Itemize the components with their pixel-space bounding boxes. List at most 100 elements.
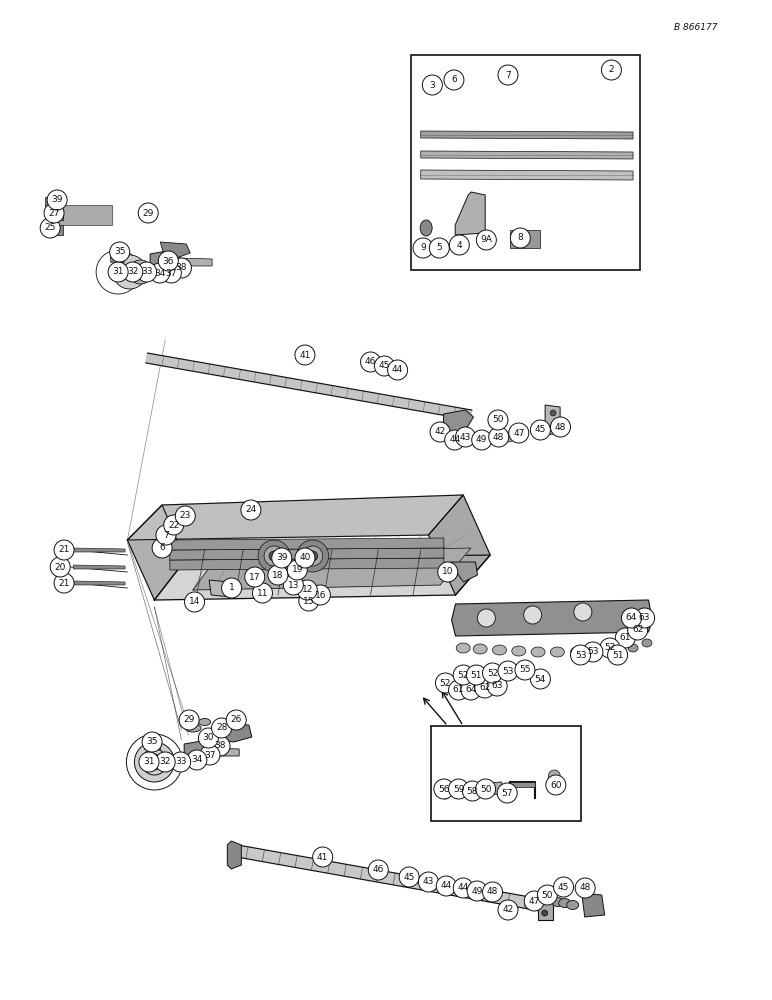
Circle shape xyxy=(388,360,408,380)
Circle shape xyxy=(54,540,74,560)
Text: 63: 63 xyxy=(492,682,503,690)
Text: 62: 62 xyxy=(479,684,490,692)
Ellipse shape xyxy=(642,639,652,647)
Circle shape xyxy=(268,565,288,585)
Text: 32: 32 xyxy=(127,267,138,276)
Circle shape xyxy=(156,525,176,545)
Text: 6: 6 xyxy=(159,544,165,552)
Circle shape xyxy=(453,878,473,898)
Text: 44: 44 xyxy=(392,365,403,374)
Circle shape xyxy=(96,250,140,294)
Circle shape xyxy=(361,352,381,372)
Text: 31: 31 xyxy=(113,267,124,276)
Circle shape xyxy=(152,538,172,558)
Circle shape xyxy=(444,70,464,90)
Circle shape xyxy=(445,430,465,450)
Ellipse shape xyxy=(456,782,466,796)
Circle shape xyxy=(138,203,158,223)
Circle shape xyxy=(628,620,648,640)
Polygon shape xyxy=(451,562,477,582)
Text: 53: 53 xyxy=(575,650,586,660)
Circle shape xyxy=(137,262,157,282)
Text: 7: 7 xyxy=(163,530,169,540)
Text: 22: 22 xyxy=(168,520,179,530)
Text: 21: 21 xyxy=(59,578,69,587)
Circle shape xyxy=(313,847,333,867)
Circle shape xyxy=(187,750,207,770)
Circle shape xyxy=(498,661,518,681)
Polygon shape xyxy=(537,890,553,920)
Text: 20: 20 xyxy=(55,562,66,572)
Circle shape xyxy=(476,779,496,799)
Text: 19: 19 xyxy=(292,566,303,574)
Text: 45: 45 xyxy=(558,882,569,892)
Circle shape xyxy=(466,665,486,685)
Text: 8: 8 xyxy=(517,233,523,242)
Text: 37: 37 xyxy=(205,750,215,760)
Circle shape xyxy=(179,710,199,730)
Text: 38: 38 xyxy=(215,742,225,750)
Circle shape xyxy=(449,680,469,700)
Text: 36: 36 xyxy=(163,256,174,265)
Circle shape xyxy=(574,603,592,621)
Text: 43: 43 xyxy=(423,878,434,886)
Polygon shape xyxy=(227,841,242,869)
Circle shape xyxy=(308,551,317,561)
Text: 48: 48 xyxy=(487,888,498,896)
Circle shape xyxy=(142,732,162,752)
Text: 47: 47 xyxy=(513,428,524,438)
Text: 58: 58 xyxy=(467,786,478,796)
Text: 62: 62 xyxy=(632,626,643,635)
Text: 50: 50 xyxy=(493,416,503,424)
Circle shape xyxy=(299,591,319,611)
Circle shape xyxy=(475,678,495,698)
Circle shape xyxy=(488,410,508,430)
Text: 39: 39 xyxy=(276,554,287,562)
Circle shape xyxy=(554,877,574,897)
Text: 32: 32 xyxy=(160,758,171,766)
Text: 26: 26 xyxy=(231,716,242,724)
Bar xyxy=(144,741,160,746)
Circle shape xyxy=(462,781,482,801)
Text: 60: 60 xyxy=(550,780,561,790)
Text: 10: 10 xyxy=(442,568,453,576)
Text: 34: 34 xyxy=(191,756,202,764)
Polygon shape xyxy=(452,600,652,636)
Text: 25: 25 xyxy=(45,224,56,232)
Circle shape xyxy=(550,424,556,430)
Circle shape xyxy=(171,752,191,772)
Ellipse shape xyxy=(439,781,452,799)
Text: 57: 57 xyxy=(502,788,513,798)
Circle shape xyxy=(296,540,329,572)
Polygon shape xyxy=(177,258,212,266)
Bar xyxy=(45,225,63,235)
Polygon shape xyxy=(545,405,560,435)
Polygon shape xyxy=(73,548,125,552)
Text: 48: 48 xyxy=(493,432,504,442)
Ellipse shape xyxy=(571,647,584,657)
Circle shape xyxy=(264,546,284,566)
Text: 29: 29 xyxy=(184,716,195,724)
Circle shape xyxy=(453,665,473,685)
Text: 52: 52 xyxy=(604,644,615,652)
Circle shape xyxy=(287,560,307,580)
Text: 59: 59 xyxy=(453,784,464,794)
Circle shape xyxy=(128,260,153,284)
Bar xyxy=(45,210,63,220)
Text: 52: 52 xyxy=(458,670,469,680)
Circle shape xyxy=(147,754,162,770)
Text: 61: 61 xyxy=(453,686,464,694)
Circle shape xyxy=(467,881,487,901)
Text: 52: 52 xyxy=(440,678,451,688)
Text: 31: 31 xyxy=(144,758,154,766)
Text: 37: 37 xyxy=(166,268,177,277)
Circle shape xyxy=(171,258,191,278)
Circle shape xyxy=(550,410,556,416)
Text: 45: 45 xyxy=(379,361,390,370)
Circle shape xyxy=(583,642,603,662)
Polygon shape xyxy=(510,230,540,248)
Ellipse shape xyxy=(185,724,201,732)
Circle shape xyxy=(438,562,458,582)
Polygon shape xyxy=(209,580,231,597)
Circle shape xyxy=(515,660,535,680)
